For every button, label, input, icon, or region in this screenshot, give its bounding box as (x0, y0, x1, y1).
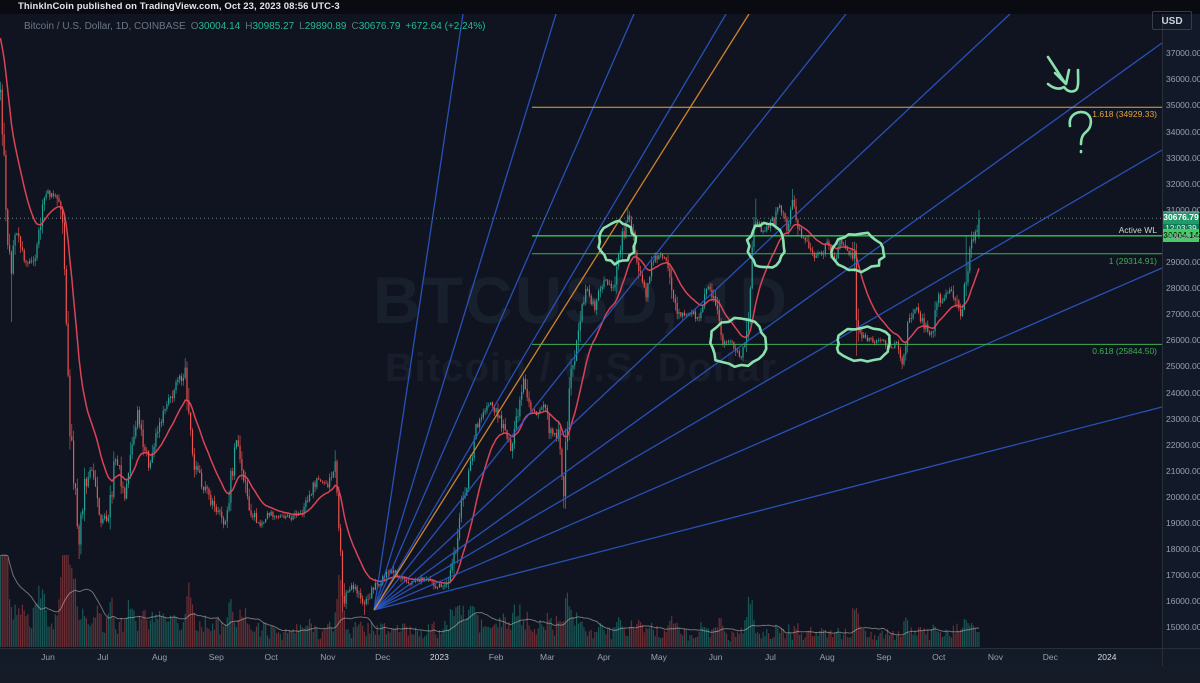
price-tick: 30000.00 (1166, 230, 1200, 241)
bar-countdown: 12:03:39 (1163, 224, 1199, 235)
symbol-description: Bitcoin / U.S. Dollar, 1D, COINBASE (24, 21, 186, 32)
price-tick: 31000.00 (1166, 204, 1200, 215)
time-tick: May (650, 652, 667, 662)
change-value: +672.64 (+2.24%) (405, 21, 486, 32)
ohlc-value: 30676.79 (358, 21, 401, 32)
time-axis[interactable] (0, 648, 1200, 666)
ohlc-prefix: L (299, 21, 305, 32)
level-label-fib-1: 1 (29314.91) (1108, 255, 1157, 266)
time-tick: Jul (765, 652, 776, 662)
symbol-legend[interactable]: Bitcoin / U.S. Dollar, 1D, COINBASE O3000… (24, 21, 485, 32)
time-tick: Sep (876, 652, 892, 662)
time-tick: Apr (597, 652, 611, 662)
time-tick: 2023 (429, 652, 449, 662)
time-tick: Oct (932, 652, 946, 662)
ohlc-values: O30004.14 H30985.27 L29890.89 C30676.79 (186, 21, 401, 32)
price-tick: 27000.00 (1166, 309, 1200, 320)
time-tick: Jul (97, 652, 109, 662)
footer-bar: TradingView (0, 666, 1200, 683)
time-tick: Mar (539, 652, 555, 662)
price-tick: 33000.00 (1166, 152, 1200, 163)
price-axis[interactable] (1162, 14, 1200, 666)
time-tick: Oct (264, 652, 278, 662)
ohlc-prefix: H (245, 21, 253, 32)
price-tick: 22000.00 (1166, 439, 1200, 450)
attribution-bar: ThinkInCoin published on TradingView.com… (0, 0, 1200, 14)
alert-price-value: 30004.14 (1163, 229, 1199, 243)
level-label-fib-1.618: 1.618 (34929.33) (1092, 109, 1157, 120)
price-tick: 35000.00 (1166, 100, 1200, 111)
ohlc-value: 30004.14 (198, 21, 241, 32)
time-tick: Dec (1042, 652, 1058, 662)
ohlc-prefix: O (190, 21, 199, 32)
ohlc-value: 30985.27 (252, 21, 295, 32)
time-tick: Nov (320, 652, 336, 662)
price-tick: 21000.00 (1166, 465, 1200, 476)
time-tick: Nov (987, 652, 1003, 662)
price-tick: 36000.00 (1166, 74, 1200, 85)
alert-price-badge[interactable]: 30004.14 (1163, 229, 1199, 243)
level-label-active-wl: Active WL (1118, 224, 1157, 235)
price-tick: 19000.00 (1166, 518, 1200, 528)
time-tick: Aug (152, 652, 168, 662)
price-tick: 37000.00 (1166, 48, 1200, 59)
time-tick: Aug (819, 652, 835, 662)
chart-background[interactable] (0, 14, 1200, 683)
price-tick: 16000.00 (1166, 596, 1200, 607)
time-tick: Jun (708, 652, 723, 662)
price-tick: 23000.00 (1166, 413, 1200, 424)
ohlc-value: 29890.89 (304, 21, 347, 32)
time-tick: Sep (208, 652, 224, 662)
time-tick: Feb (488, 652, 504, 662)
level-label-fib-0.618: 0.618 (25844.50) (1092, 346, 1157, 357)
current-price-value: 30676.79 (1163, 211, 1199, 225)
price-tick: 28000.00 (1166, 283, 1200, 294)
price-tick: 34000.00 (1166, 126, 1200, 137)
attribution-text: ThinkInCoin published on TradingView.com… (18, 1, 340, 12)
price-tick: 29000.00 (1166, 257, 1200, 267)
price-tick: 18000.00 (1166, 544, 1200, 555)
price-tick: 17000.00 (1166, 570, 1200, 581)
time-tick: Dec (375, 652, 391, 662)
price-tick: 26000.00 (1166, 335, 1200, 346)
price-tick: 25000.00 (1166, 361, 1200, 372)
current-price-badge[interactable]: 30676.7912:03:39 (1163, 211, 1199, 235)
price-tick: 24000.00 (1166, 387, 1200, 398)
price-tick: 32000.00 (1166, 178, 1200, 189)
currency-toggle-button[interactable]: USD (1152, 11, 1192, 30)
axis-separator (1162, 648, 1163, 666)
ohlc-prefix: C (351, 21, 359, 32)
time-tick: 2024 (1097, 652, 1117, 662)
time-tick: Jun (41, 652, 55, 662)
price-tick: 20000.00 (1166, 491, 1200, 502)
price-tick: 15000.00 (1166, 622, 1200, 633)
